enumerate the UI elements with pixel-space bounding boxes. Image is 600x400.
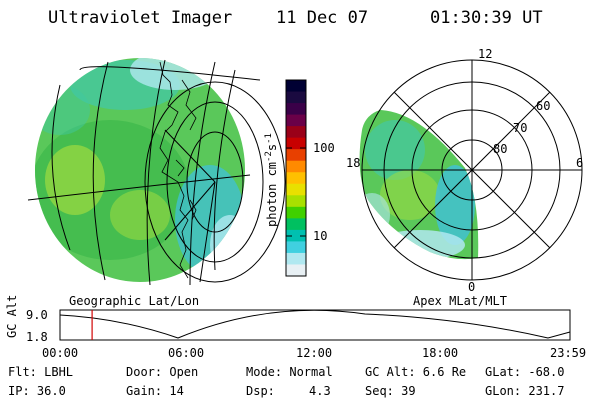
colorbar-swatch <box>286 80 306 93</box>
colorbar-swatch <box>286 264 306 277</box>
colorbar-swatch <box>286 183 306 196</box>
status-dsp-label: Dsp: <box>246 384 275 398</box>
left-uv-image <box>27 58 286 286</box>
mlt-18-label: 18 <box>346 156 361 170</box>
colorbar <box>285 79 307 277</box>
colorbar-swatch <box>286 91 306 104</box>
colorbar-swatch <box>286 252 306 265</box>
mlt-12-label: 12 <box>478 47 493 61</box>
colorbar-swatch <box>286 126 306 139</box>
mlt-0-label: 0 <box>468 280 476 294</box>
status-gain: Gain: 14 <box>126 384 184 398</box>
status-glat: GLat: -68.0 <box>485 365 565 379</box>
time-tick-1800: 18:00 <box>422 346 459 360</box>
status-dsp-value: 4.3 <box>309 384 331 398</box>
header-date: 11 Dec 07 <box>276 8 369 28</box>
colorbar-tick-10: 10 <box>313 229 328 243</box>
colorbar-swatch <box>286 137 306 150</box>
instrument-title: Ultraviolet Imager <box>48 8 233 28</box>
colorbar-swatch <box>286 149 306 162</box>
colorbar-swatch <box>286 241 306 254</box>
colorbar-swatch <box>286 195 306 208</box>
colorbar-swatch <box>286 229 306 242</box>
status-door: Door: Open <box>126 365 199 379</box>
left-panel-label: Geographic Lat/Lon <box>69 294 200 308</box>
time-tick-0000: 00:00 <box>42 346 79 360</box>
time-tick-2359: 23:59 <box>550 346 587 360</box>
colorbar-swatch <box>286 218 306 231</box>
header-time: 01:30:39 UT <box>430 8 543 28</box>
colorbar-swatch <box>286 172 306 185</box>
colorbar-swatch <box>286 160 306 173</box>
altitude-ylabel: GC Alt <box>5 294 19 338</box>
colorbar-swatch <box>286 103 306 116</box>
right-panel-label: Apex MLat/MLT <box>413 294 507 308</box>
altitude-plot <box>59 309 571 341</box>
colorbar-unit-label: photon cm-2s-1 <box>264 133 279 227</box>
colorbar-swatch <box>286 114 306 127</box>
mlt-6-label: 6 <box>576 156 584 170</box>
right-polar-image <box>359 59 583 281</box>
colorbar-tick-100: 100 <box>313 141 335 155</box>
altitude-ytick-1: 1.8 <box>26 330 48 344</box>
mlat-60-label: 60 <box>536 99 551 113</box>
time-tick-1200: 12:00 <box>296 346 333 360</box>
status-ip: IP: 36.0 <box>8 384 66 398</box>
status-seq: Seq: 39 <box>365 384 416 398</box>
status-mode: Mode: Normal <box>246 365 333 379</box>
colorbar-swatch <box>286 206 306 219</box>
status-glon: GLon: 231.7 <box>485 384 565 398</box>
mlat-70-label: 70 <box>513 121 528 135</box>
time-tick-0600: 06:00 <box>168 346 205 360</box>
status-flt: Flt: LBHL <box>8 365 74 379</box>
status-gc-alt: GC Alt: 6.6 Re <box>365 365 467 379</box>
mlat-80-label: 80 <box>493 142 508 156</box>
altitude-ytick-9: 9.0 <box>26 308 48 322</box>
